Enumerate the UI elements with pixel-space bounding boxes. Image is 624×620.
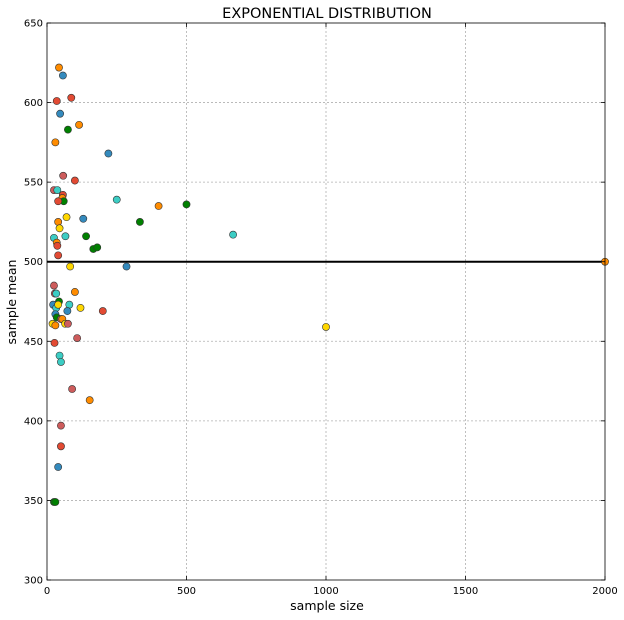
data-point	[57, 421, 65, 430]
y-tick-label: 400	[24, 416, 43, 427]
data-point	[136, 218, 144, 226]
data-point	[55, 224, 64, 233]
y-tick-label: 550	[24, 178, 43, 189]
data-point	[67, 93, 76, 102]
data-point	[57, 442, 65, 451]
data-point	[55, 63, 63, 72]
axis-ticks: 0 500 1000 1500 2000 300 350 400 450 500 550 600 650	[24, 19, 618, 598]
data-point	[71, 176, 79, 185]
data-point	[53, 241, 62, 250]
data-point	[66, 262, 75, 271]
data-point	[54, 197, 63, 206]
y-tick-label: 300	[24, 576, 43, 587]
data-point	[64, 125, 72, 134]
data-point	[53, 186, 62, 194]
x-axis-title: sample size	[290, 598, 364, 613]
data-point	[71, 288, 79, 296]
data-point	[51, 321, 60, 330]
data-point	[55, 351, 64, 360]
data-point	[63, 307, 72, 315]
chart-title: EXPONENTIAL DISTRIBUTION	[222, 6, 432, 22]
x-tick-label: 0	[44, 586, 50, 597]
data-point	[82, 232, 90, 241]
data-point	[73, 334, 82, 343]
data-point	[122, 262, 131, 271]
data-point	[59, 171, 68, 180]
y-tick-label: 650	[24, 19, 43, 30]
data-point	[51, 498, 60, 506]
x-tick-label: 1000	[313, 586, 338, 597]
data-point	[85, 396, 94, 405]
data-point	[112, 195, 121, 204]
y-tick-label: 350	[24, 496, 43, 507]
y-axis-title: sample mean	[4, 260, 19, 345]
data-point	[59, 71, 67, 80]
x-tick-label: 1500	[453, 586, 478, 597]
x-tick-label: 2000	[592, 586, 617, 597]
y-tick-label: 450	[24, 337, 43, 348]
data-point	[62, 213, 71, 222]
x-tick-label: 500	[177, 586, 196, 597]
data-point	[50, 338, 59, 347]
data-point	[50, 281, 58, 290]
data-point	[79, 214, 88, 223]
data-point	[154, 202, 163, 210]
data-point	[54, 218, 63, 226]
data-point	[182, 200, 191, 209]
y-tick-label: 600	[24, 98, 43, 109]
data-points	[48, 63, 609, 506]
data-point	[54, 463, 63, 471]
data-point	[76, 303, 85, 312]
data-point	[52, 97, 61, 105]
data-point	[68, 385, 77, 393]
data-point	[54, 300, 63, 309]
data-point	[75, 120, 83, 129]
data-point	[56, 109, 65, 118]
data-point	[57, 358, 65, 366]
data-point	[104, 149, 113, 158]
data-point	[98, 307, 107, 315]
y-tick-label: 500	[24, 257, 43, 268]
data-point	[64, 319, 72, 328]
data-point	[93, 243, 102, 252]
data-point	[51, 138, 60, 147]
data-point	[52, 289, 61, 298]
data-point	[54, 251, 63, 260]
grid	[47, 23, 605, 580]
data-point	[61, 232, 70, 241]
data-point	[229, 230, 237, 239]
data-point	[322, 323, 330, 331]
